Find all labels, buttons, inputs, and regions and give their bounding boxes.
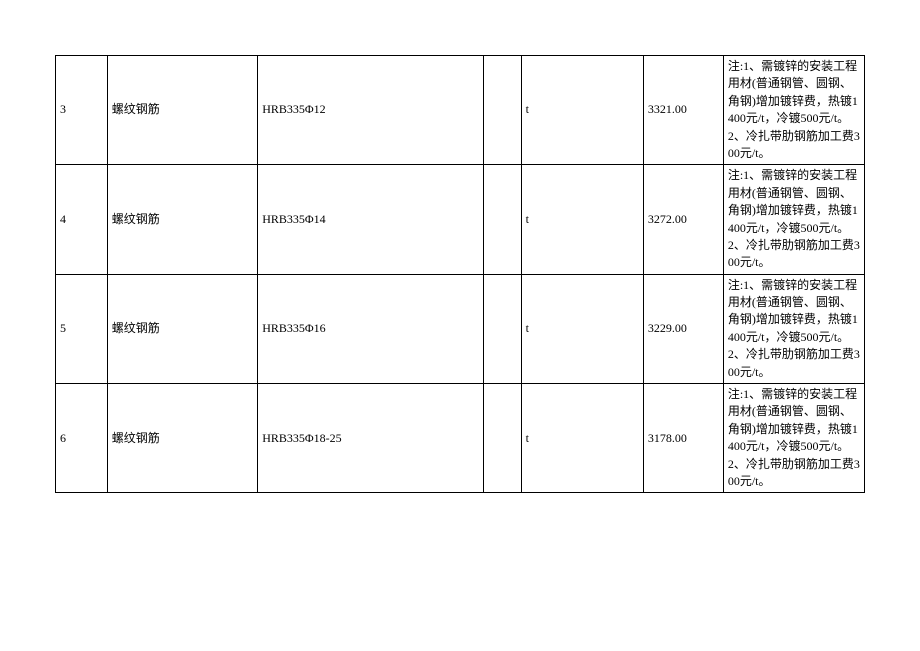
cell-price: 3272.00	[643, 165, 723, 274]
cell-name: 螺纹钢筋	[107, 165, 258, 274]
cell-idx: 4	[56, 165, 108, 274]
table-body: 3 螺纹钢筋 HRB335Φ12 t 3321.00 注:1、需镀锌的安装工程用…	[56, 56, 865, 493]
cell-name: 螺纹钢筋	[107, 56, 258, 165]
cell-blank	[484, 56, 522, 165]
table-row: 6 螺纹钢筋 HRB335Φ18-25 t 3178.00 注:1、需镀锌的安装…	[56, 384, 865, 493]
cell-note: 注:1、需镀锌的安装工程用材(普通钢管、圆钢、角钢)增加镀锌费，热镀1400元/…	[723, 384, 864, 493]
table-row: 5 螺纹钢筋 HRB335Φ16 t 3229.00 注:1、需镀锌的安装工程用…	[56, 274, 865, 383]
cell-blank	[484, 165, 522, 274]
cell-name: 螺纹钢筋	[107, 384, 258, 493]
cell-blank	[484, 274, 522, 383]
cell-note: 注:1、需镀锌的安装工程用材(普通钢管、圆钢、角钢)增加镀锌费，热镀1400元/…	[723, 56, 864, 165]
cell-unit: t	[521, 165, 643, 274]
cell-spec: HRB335Φ16	[258, 274, 484, 383]
cell-spec: HRB335Φ14	[258, 165, 484, 274]
cell-unit: t	[521, 274, 643, 383]
cell-blank	[484, 384, 522, 493]
materials-table: 3 螺纹钢筋 HRB335Φ12 t 3321.00 注:1、需镀锌的安装工程用…	[55, 55, 865, 493]
cell-unit: t	[521, 56, 643, 165]
cell-note: 注:1、需镀锌的安装工程用材(普通钢管、圆钢、角钢)增加镀锌费，热镀1400元/…	[723, 165, 864, 274]
cell-name: 螺纹钢筋	[107, 274, 258, 383]
table-row: 4 螺纹钢筋 HRB335Φ14 t 3272.00 注:1、需镀锌的安装工程用…	[56, 165, 865, 274]
cell-price: 3321.00	[643, 56, 723, 165]
cell-spec: HRB335Φ12	[258, 56, 484, 165]
cell-price: 3178.00	[643, 384, 723, 493]
cell-idx: 6	[56, 384, 108, 493]
cell-unit: t	[521, 384, 643, 493]
cell-spec: HRB335Φ18-25	[258, 384, 484, 493]
cell-note: 注:1、需镀锌的安装工程用材(普通钢管、圆钢、角钢)增加镀锌费，热镀1400元/…	[723, 274, 864, 383]
cell-idx: 3	[56, 56, 108, 165]
table-row: 3 螺纹钢筋 HRB335Φ12 t 3321.00 注:1、需镀锌的安装工程用…	[56, 56, 865, 165]
cell-idx: 5	[56, 274, 108, 383]
cell-price: 3229.00	[643, 274, 723, 383]
